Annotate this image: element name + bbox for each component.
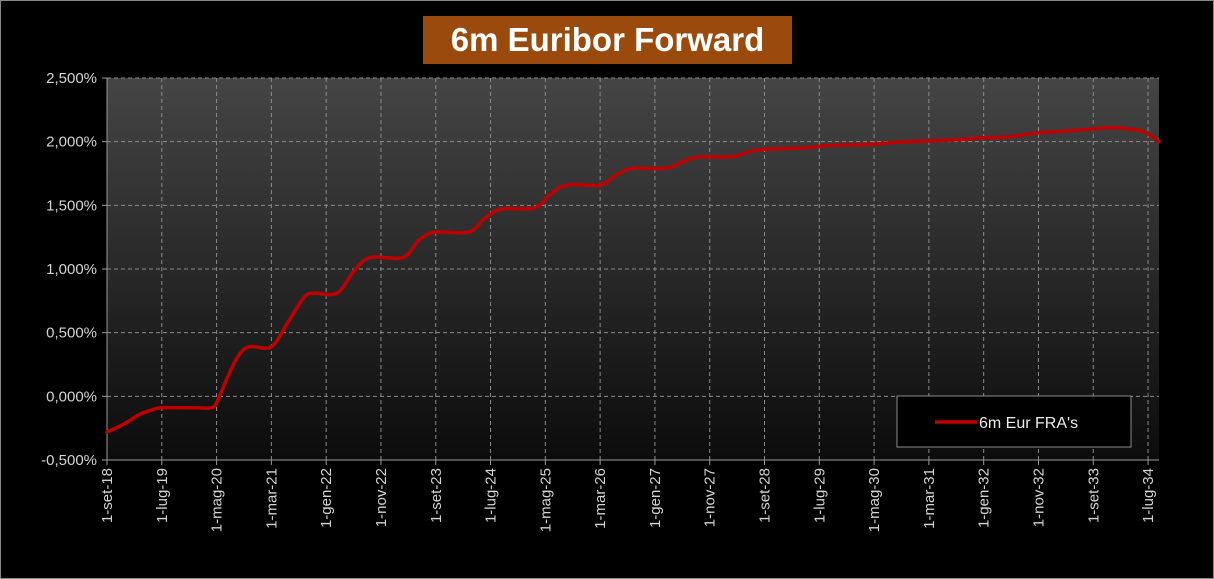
gridlines — [106, 77, 1159, 460]
legend: 6m Eur FRA's — [896, 395, 1132, 448]
y-axis-ticks: 2,500% 2,000% 1,500% 1,000% 0,500% 0,000% -0,5… — [41, 70, 107, 469]
y-tick-label: 2,000% — [46, 134, 97, 151]
series-line — [105, 125, 1161, 434]
y-tick-label: 0,000% — [46, 388, 97, 405]
x-tick-label: 1-lug-29 — [811, 468, 828, 523]
x-tick-label: 1-lug-24 — [483, 468, 500, 523]
y-tick-label: 1,500% — [46, 197, 97, 214]
x-tick-label: 1-lug-34 — [1140, 468, 1157, 523]
x-tick-label: 1-mag-25 — [537, 468, 554, 532]
x-tick-label: 1-gen-27 — [647, 468, 664, 528]
legend-label: 6m Eur FRA's — [979, 415, 1078, 432]
y-tick-label: 1,000% — [46, 261, 97, 278]
y-tick-label: -0,500% — [41, 452, 97, 469]
x-tick-label: 1-mar-31 — [921, 468, 938, 529]
x-tick-label: 1-lug-19 — [154, 468, 171, 523]
x-tick-label: 1-set-23 — [428, 468, 445, 523]
x-tick-label: 1-nov-27 — [702, 468, 719, 527]
x-tick-label: 1-set-28 — [757, 468, 774, 523]
x-tick-label: 1-mar-21 — [263, 468, 280, 529]
x-axis-ticks: 1-set-18 1-lug-19 1-mag-20 1-mar-21 1-gen-22… — [99, 460, 1157, 532]
x-tick-label: 1-nov-32 — [1030, 468, 1047, 527]
y-tick-label: 2,500% — [46, 70, 97, 87]
x-tick-label: 1-nov-22 — [373, 468, 390, 527]
x-tick-label: 1-mag-30 — [866, 468, 883, 532]
x-tick-label: 1-set-33 — [1085, 468, 1102, 523]
x-tick-label: 1-gen-22 — [318, 468, 335, 528]
x-tick-label: 1-mag-20 — [209, 468, 226, 532]
series-layer — [105, 125, 1161, 434]
chart-title: 6m Euribor Forward — [423, 16, 792, 64]
x-tick-label: 1-gen-32 — [976, 468, 993, 528]
x-tick-label: 1-mar-26 — [592, 468, 609, 529]
x-tick-label: 1-set-18 — [99, 468, 116, 523]
y-tick-label: 0,500% — [46, 325, 97, 342]
